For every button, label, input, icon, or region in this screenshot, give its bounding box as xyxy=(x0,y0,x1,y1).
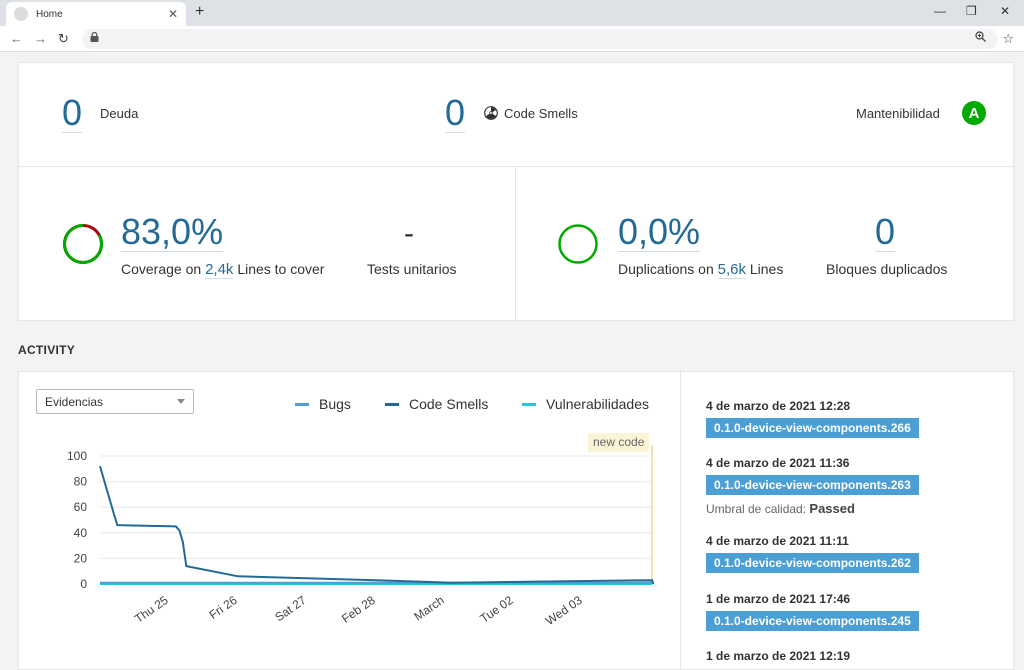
legend-vulnerabilities-swatch xyxy=(522,402,536,406)
x-tick-label: Thu 25 xyxy=(132,593,171,626)
new-tab-button[interactable]: + xyxy=(195,3,205,20)
browser-tab-bar: Home ✕ + — ❐ ✕ xyxy=(0,0,1024,26)
restore-icon[interactable]: ❐ xyxy=(966,4,977,18)
analysis-date: 4 de marzo de 2021 11:11 xyxy=(706,534,849,548)
back-icon[interactable]: ← xyxy=(10,31,23,46)
coverage-lines-link[interactable]: 2,4k xyxy=(205,261,234,279)
version-tag[interactable]: 0.1.0-device-view-components.263 xyxy=(706,475,919,495)
coverage-donut-arc xyxy=(63,224,103,264)
duplications-caption: Duplications on 5,6k Lines xyxy=(618,261,784,279)
version-tag[interactable]: 0.1.0-device-view-components.266 xyxy=(706,418,919,438)
legend-code-smells-swatch xyxy=(385,402,399,406)
y-tick-label: 40 xyxy=(74,526,88,540)
x-tick-label: March xyxy=(411,593,446,624)
y-tick-label: 0 xyxy=(80,577,87,591)
quality-gate-status: Umbral de calidad: Passed xyxy=(706,501,855,516)
version-tag[interactable]: 0.1.0-device-view-components.262 xyxy=(706,553,919,573)
coverage-caption: Coverage on 2,4k Lines to cover xyxy=(121,261,325,279)
address-bar: ← → ↻ ☆ xyxy=(0,26,1024,52)
y-tick-label: 100 xyxy=(67,449,87,463)
duplications-value-link[interactable]: 0,0% xyxy=(618,211,701,252)
legend-bugs-label: Bugs xyxy=(319,396,351,412)
legend-bugs: Bugs xyxy=(295,396,351,412)
analysis-date: 1 de marzo de 2021 17:46 xyxy=(706,592,851,606)
x-tick-label: Fri 26 xyxy=(207,593,240,622)
zoom-icon[interactable] xyxy=(975,31,986,45)
debt-value-link[interactable]: 0 xyxy=(62,92,83,133)
duplications-caption-prefix: Duplications on xyxy=(618,261,714,277)
duplications-caption-suffix: Lines xyxy=(749,261,784,277)
code-smells-value-link[interactable]: 0 xyxy=(445,92,466,133)
tab-title: Home xyxy=(36,8,63,20)
coverage-caption-suffix: Lines to cover xyxy=(237,261,325,277)
code-smells-icon xyxy=(484,106,498,125)
code-smells-label: Code Smells xyxy=(504,106,578,121)
unit-tests-label: Tests unitarios xyxy=(367,261,457,277)
lock-icon xyxy=(90,31,99,45)
coverage-value-link[interactable]: 83,0% xyxy=(121,211,224,252)
graph-type-select-value: Evidencias xyxy=(45,395,104,409)
legend-code-smells-label: Code Smells xyxy=(409,396,489,412)
legend-vulnerabilities-label: Vulnerabilidades xyxy=(546,396,649,412)
coverage-panel: 83,0% Coverage on 2,4k Lines to cover - … xyxy=(18,166,516,321)
debt-label: Deuda xyxy=(100,106,139,121)
new-code-marker: new code xyxy=(588,433,650,452)
activity-graph-panel xyxy=(18,371,681,670)
coverage-caption-prefix: Coverage on xyxy=(121,261,202,277)
y-tick-label: 60 xyxy=(74,500,88,514)
browser-tab-home[interactable]: Home ✕ xyxy=(6,2,186,26)
duplications-panel: 0,0% Duplications on 5,6k Lines 0 Bloque… xyxy=(515,166,1014,321)
legend-code-smells: Code Smells xyxy=(385,396,488,412)
legend-bugs-swatch xyxy=(295,402,309,406)
maintainability-label: Mantenibilidad xyxy=(856,106,940,121)
x-tick-label: Sat 27 xyxy=(272,593,309,625)
maintainability-panel: 0 Deuda 0 Code Smells Mantenibilidad A xyxy=(18,62,1014,167)
minimize-icon[interactable]: — xyxy=(934,4,946,18)
activity-chart[interactable]: 100 80 60 40 20 0 Thu 25 Fri 26 Sat 27 Feb 28 Mar… xyxy=(40,445,670,645)
quality-gate-value: Passed xyxy=(809,501,855,516)
x-tick-label: Wed 03 xyxy=(543,593,585,628)
y-tick-label: 80 xyxy=(74,475,88,489)
coverage-donut xyxy=(63,224,103,264)
series-line-code-smells xyxy=(99,465,655,585)
unit-tests-value[interactable]: - xyxy=(404,217,414,250)
graph-type-select[interactable]: Evidencias xyxy=(36,389,194,414)
duplicated-blocks-value-link[interactable]: 0 xyxy=(875,211,896,252)
legend-vulnerabilities: Vulnerabilidades xyxy=(522,396,649,412)
maintainability-rating-badge[interactable]: A xyxy=(962,101,986,125)
duplications-donut xyxy=(558,224,598,264)
analysis-date: 1 de marzo de 2021 12:19 xyxy=(706,649,851,663)
activity-title: ACTIVITY xyxy=(18,343,76,357)
url-input[interactable] xyxy=(82,29,998,49)
duplicated-blocks-label: Bloques duplicados xyxy=(826,261,948,277)
favicon-icon xyxy=(14,7,28,21)
window-close-icon[interactable]: ✕ xyxy=(1000,4,1011,18)
analysis-date: 4 de marzo de 2021 11:36 xyxy=(706,456,850,470)
x-tick-label: Tue 02 xyxy=(477,593,516,626)
tab-close-icon[interactable]: ✕ xyxy=(167,7,178,21)
version-tag[interactable]: 0.1.0-device-view-components.245 xyxy=(706,611,919,631)
reload-icon[interactable]: ↻ xyxy=(58,31,69,46)
chevron-down-icon xyxy=(177,399,185,404)
x-tick-label: Feb 28 xyxy=(339,593,378,626)
y-tick-label: 20 xyxy=(74,551,88,565)
forward-icon[interactable]: → xyxy=(34,31,47,46)
analysis-date: 4 de marzo de 2021 12:28 xyxy=(706,399,851,413)
duplications-lines-link[interactable]: 5,6k xyxy=(717,261,746,279)
bookmark-star-icon[interactable]: ☆ xyxy=(1002,31,1014,46)
quality-gate-label: Umbral de calidad: xyxy=(706,502,807,516)
